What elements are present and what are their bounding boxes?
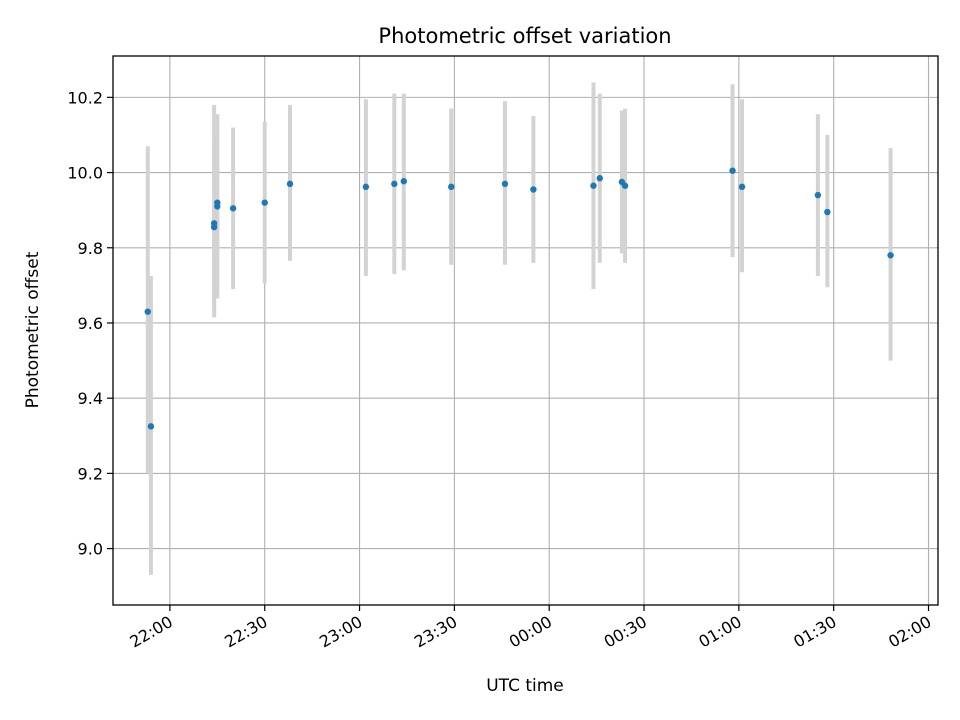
data-point: [448, 183, 455, 191]
y-tick-label: 9.8: [78, 239, 103, 258]
y-tick-label: 9.6: [78, 314, 103, 333]
data-point: [887, 252, 894, 259]
data-point: [391, 180, 398, 188]
data-point: [261, 199, 268, 206]
y-tick-label: 9.4: [78, 389, 103, 408]
y-tick-label: 10.0: [67, 164, 103, 183]
data-point: [729, 167, 736, 174]
data-point: [501, 180, 509, 188]
data-point: [530, 186, 537, 193]
data-point: [814, 191, 822, 199]
data-point: [144, 308, 151, 315]
data-point: [824, 208, 831, 216]
data-points: [144, 167, 894, 430]
y-tick-label: 9.0: [78, 540, 103, 559]
y-tick-label: 10.2: [67, 88, 103, 107]
data-point: [400, 178, 408, 185]
data-point: [210, 220, 218, 227]
data-point: [362, 183, 370, 191]
y-axis-label: Photometric offset: [23, 251, 43, 408]
grid: [113, 56, 938, 605]
data-point: [214, 203, 221, 210]
data-point: [621, 182, 629, 189]
chart-title: Photometric offset variation: [378, 24, 671, 48]
data-point: [596, 175, 603, 182]
data-point: [590, 182, 597, 189]
data-point: [286, 180, 294, 188]
x-axis-label: UTC time: [486, 676, 564, 696]
data-point: [229, 205, 237, 212]
data-point: [147, 423, 155, 430]
plot-frame: [112, 55, 939, 606]
y-tick-label: 9.2: [78, 464, 103, 483]
data-point: [738, 183, 746, 191]
